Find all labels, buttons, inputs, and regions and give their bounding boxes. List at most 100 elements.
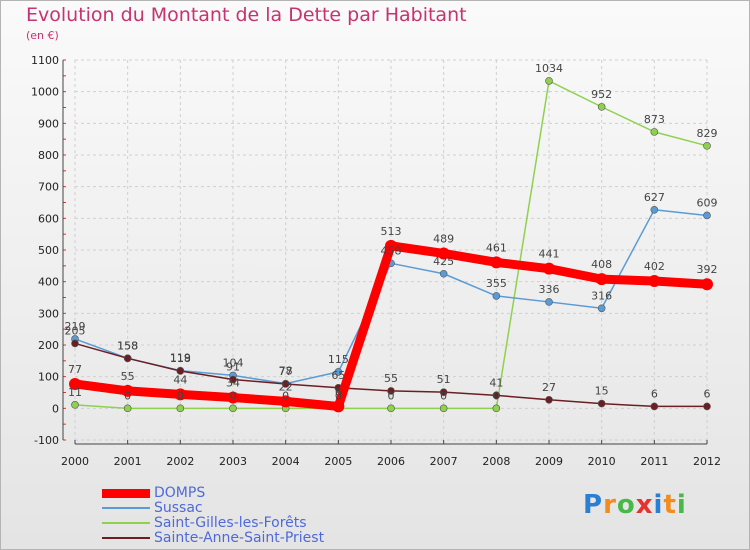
data-label: 77 bbox=[279, 365, 293, 378]
data-label: 44 bbox=[173, 373, 187, 386]
data-label: 51 bbox=[437, 373, 451, 386]
data-label: 0 bbox=[440, 389, 447, 402]
data-label: 952 bbox=[591, 88, 612, 101]
data-point bbox=[227, 391, 239, 404]
data-label: 119 bbox=[170, 352, 191, 365]
data-label: 441 bbox=[539, 248, 560, 261]
data-label: 0 bbox=[230, 389, 237, 402]
data-point bbox=[490, 256, 503, 269]
data-label: 11 bbox=[68, 386, 82, 399]
data-point bbox=[174, 388, 187, 401]
data-point bbox=[439, 404, 448, 413]
y-tick-label: 0 bbox=[52, 402, 59, 415]
logo-letter: x bbox=[635, 490, 654, 520]
data-point bbox=[650, 402, 659, 411]
data-point bbox=[595, 273, 608, 286]
data-point bbox=[439, 388, 448, 396]
legend-label: Sussac bbox=[154, 500, 203, 516]
data-label: 829 bbox=[697, 127, 718, 140]
data-point bbox=[650, 205, 659, 214]
data-point bbox=[492, 292, 501, 300]
data-point bbox=[123, 354, 132, 363]
data-label: 27 bbox=[542, 381, 556, 394]
data-label: 513 bbox=[381, 225, 402, 238]
data-point bbox=[648, 275, 661, 288]
data-label: 402 bbox=[644, 260, 665, 273]
data-point bbox=[229, 375, 237, 384]
data-label: 425 bbox=[433, 255, 454, 268]
data-point bbox=[69, 377, 81, 390]
data-labels-layer: 11 0 0 0 0 0 0 0 0 1034 952 873 829 219 158 119 104 78 115… bbox=[65, 62, 718, 402]
data-label: 316 bbox=[591, 289, 612, 302]
chart-subtitle: (en €) bbox=[26, 29, 59, 42]
data-label: 355 bbox=[486, 277, 507, 290]
data-label: 0 bbox=[282, 389, 289, 402]
x-tick-label: 2003 bbox=[219, 455, 247, 468]
data-label: 115 bbox=[328, 353, 349, 366]
legend-swatch bbox=[102, 522, 150, 524]
data-label: 392 bbox=[697, 263, 718, 276]
y-tick-label: 200 bbox=[38, 339, 59, 352]
data-label: 0 bbox=[177, 389, 184, 402]
data-point bbox=[439, 269, 448, 278]
data-label: 118 bbox=[170, 352, 191, 365]
logo-letter: r bbox=[603, 490, 617, 520]
data-label: 34 bbox=[226, 377, 240, 390]
y-tick-label: -100 bbox=[34, 434, 59, 447]
data-point bbox=[703, 142, 711, 150]
data-point bbox=[597, 399, 606, 408]
data-label: 0 bbox=[388, 389, 395, 402]
legend-swatch bbox=[102, 537, 150, 539]
data-label: 0 bbox=[124, 389, 131, 402]
data-point bbox=[71, 401, 79, 409]
logo-letter: t bbox=[663, 490, 677, 520]
proxiti-logo: Proxiti bbox=[583, 490, 687, 520]
legend-label: Saint-Gilles-les-Forêts bbox=[154, 515, 307, 531]
logo-letter: o bbox=[616, 490, 636, 520]
data-point bbox=[332, 400, 345, 413]
x-tick-label: 2005 bbox=[324, 455, 352, 468]
data-label: 158 bbox=[117, 339, 138, 352]
data-point bbox=[385, 239, 397, 252]
data-point bbox=[281, 380, 290, 388]
y-tick-label: 600 bbox=[38, 212, 59, 225]
data-label: 41 bbox=[489, 376, 503, 389]
y-tick-label: 1000 bbox=[31, 86, 59, 99]
axes: -100010020030040050060070080090010001100… bbox=[31, 54, 721, 468]
data-point bbox=[703, 402, 711, 411]
data-label: 22 bbox=[279, 380, 293, 393]
data-label: 205 bbox=[65, 324, 86, 337]
data-point bbox=[492, 391, 501, 400]
chart-title: Evolution du Montant de la Dette par Hab… bbox=[26, 4, 467, 26]
data-point bbox=[597, 304, 606, 313]
data-point bbox=[545, 77, 553, 85]
data-label: 461 bbox=[486, 241, 507, 254]
data-label: 91 bbox=[226, 361, 240, 374]
data-label: 873 bbox=[644, 113, 665, 126]
y-tick-label: 900 bbox=[38, 117, 59, 130]
data-label: 55 bbox=[384, 372, 398, 385]
data-point bbox=[387, 404, 395, 413]
data-point bbox=[545, 395, 553, 404]
data-label: 1034 bbox=[535, 62, 563, 75]
data-label: 627 bbox=[644, 191, 665, 204]
y-tick-label: 300 bbox=[38, 307, 59, 320]
x-tick-label: 2012 bbox=[693, 455, 721, 468]
legend-swatch bbox=[102, 488, 150, 498]
data-point bbox=[387, 387, 395, 395]
data-label: 0 bbox=[493, 389, 500, 402]
y-tick-label: 1100 bbox=[31, 54, 59, 67]
data-point bbox=[176, 367, 185, 375]
x-tick-label: 2011 bbox=[640, 455, 668, 468]
data-label: 104 bbox=[223, 356, 244, 369]
data-point bbox=[703, 211, 711, 220]
legend-swatch bbox=[102, 507, 150, 509]
data-point bbox=[650, 128, 659, 136]
data-point bbox=[543, 262, 555, 275]
data-point bbox=[701, 278, 713, 291]
y-tick-label: 400 bbox=[38, 276, 59, 289]
logo-letter: P bbox=[583, 490, 604, 520]
data-point bbox=[492, 404, 501, 413]
data-label: 336 bbox=[539, 283, 560, 296]
data-label: 609 bbox=[697, 196, 718, 209]
